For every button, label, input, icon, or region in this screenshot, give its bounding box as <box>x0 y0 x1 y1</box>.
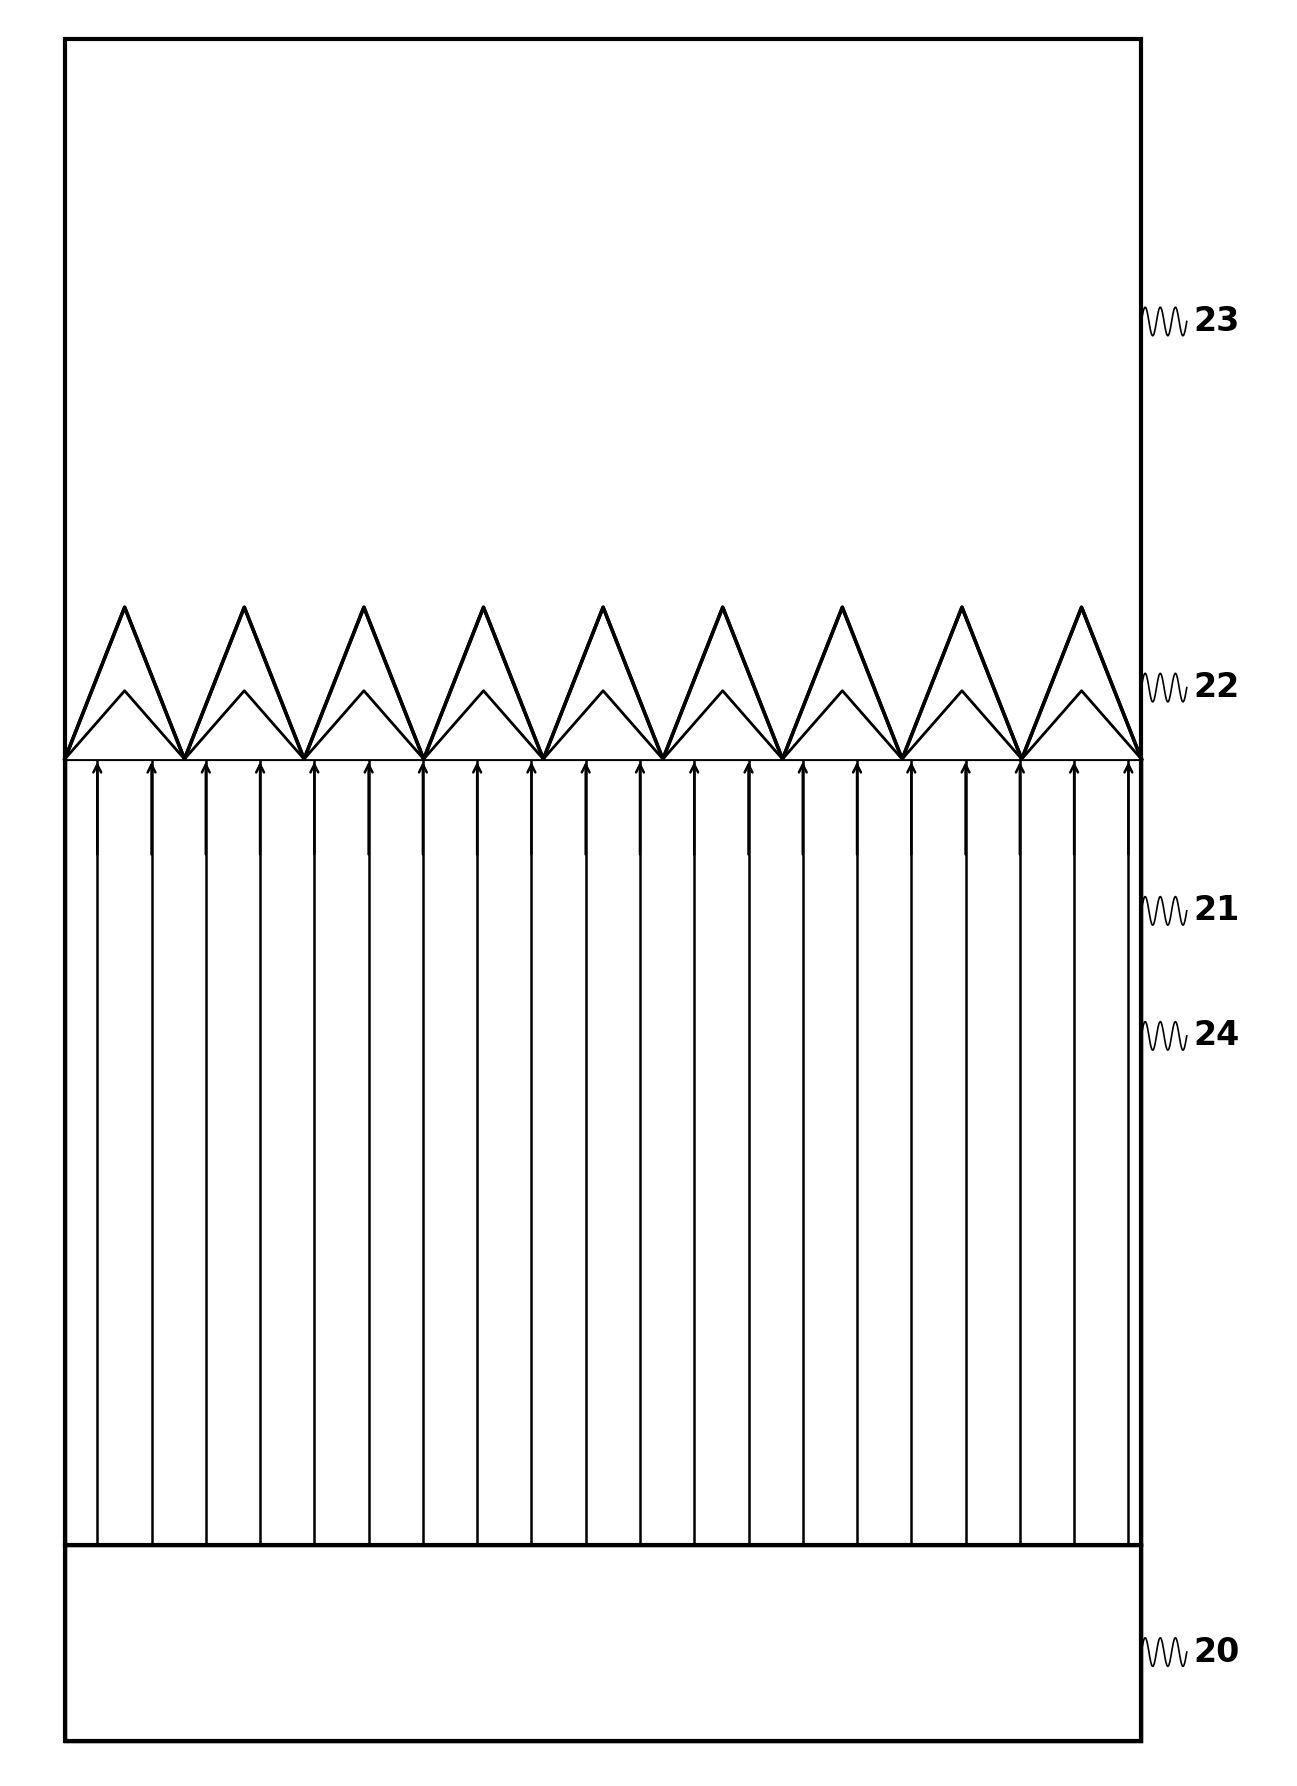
Text: 21: 21 <box>1193 895 1240 927</box>
Text: 22: 22 <box>1193 672 1240 704</box>
Text: 20: 20 <box>1193 1636 1240 1668</box>
Text: 23: 23 <box>1193 305 1240 338</box>
Polygon shape <box>65 1545 1141 1741</box>
Text: 24: 24 <box>1193 1020 1240 1052</box>
Polygon shape <box>65 39 1141 759</box>
Polygon shape <box>65 607 1141 759</box>
Polygon shape <box>65 607 1141 759</box>
Polygon shape <box>65 759 1141 1545</box>
